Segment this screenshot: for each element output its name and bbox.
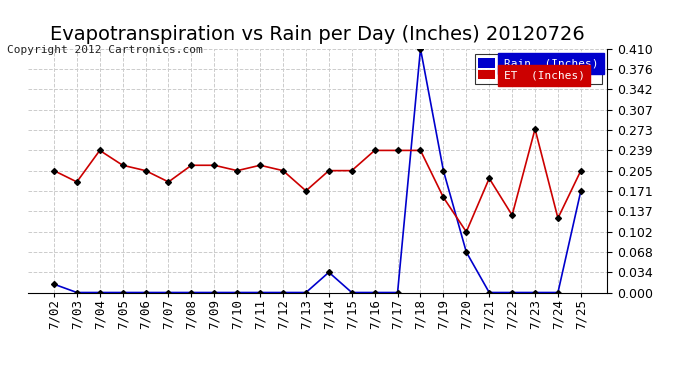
- Legend: Rain  (Inches), ET  (Inches): Rain (Inches), ET (Inches): [475, 54, 602, 84]
- Title: Evapotranspiration vs Rain per Day (Inches) 20120726: Evapotranspiration vs Rain per Day (Inch…: [50, 26, 585, 44]
- Text: Copyright 2012 Cartronics.com: Copyright 2012 Cartronics.com: [7, 45, 203, 55]
